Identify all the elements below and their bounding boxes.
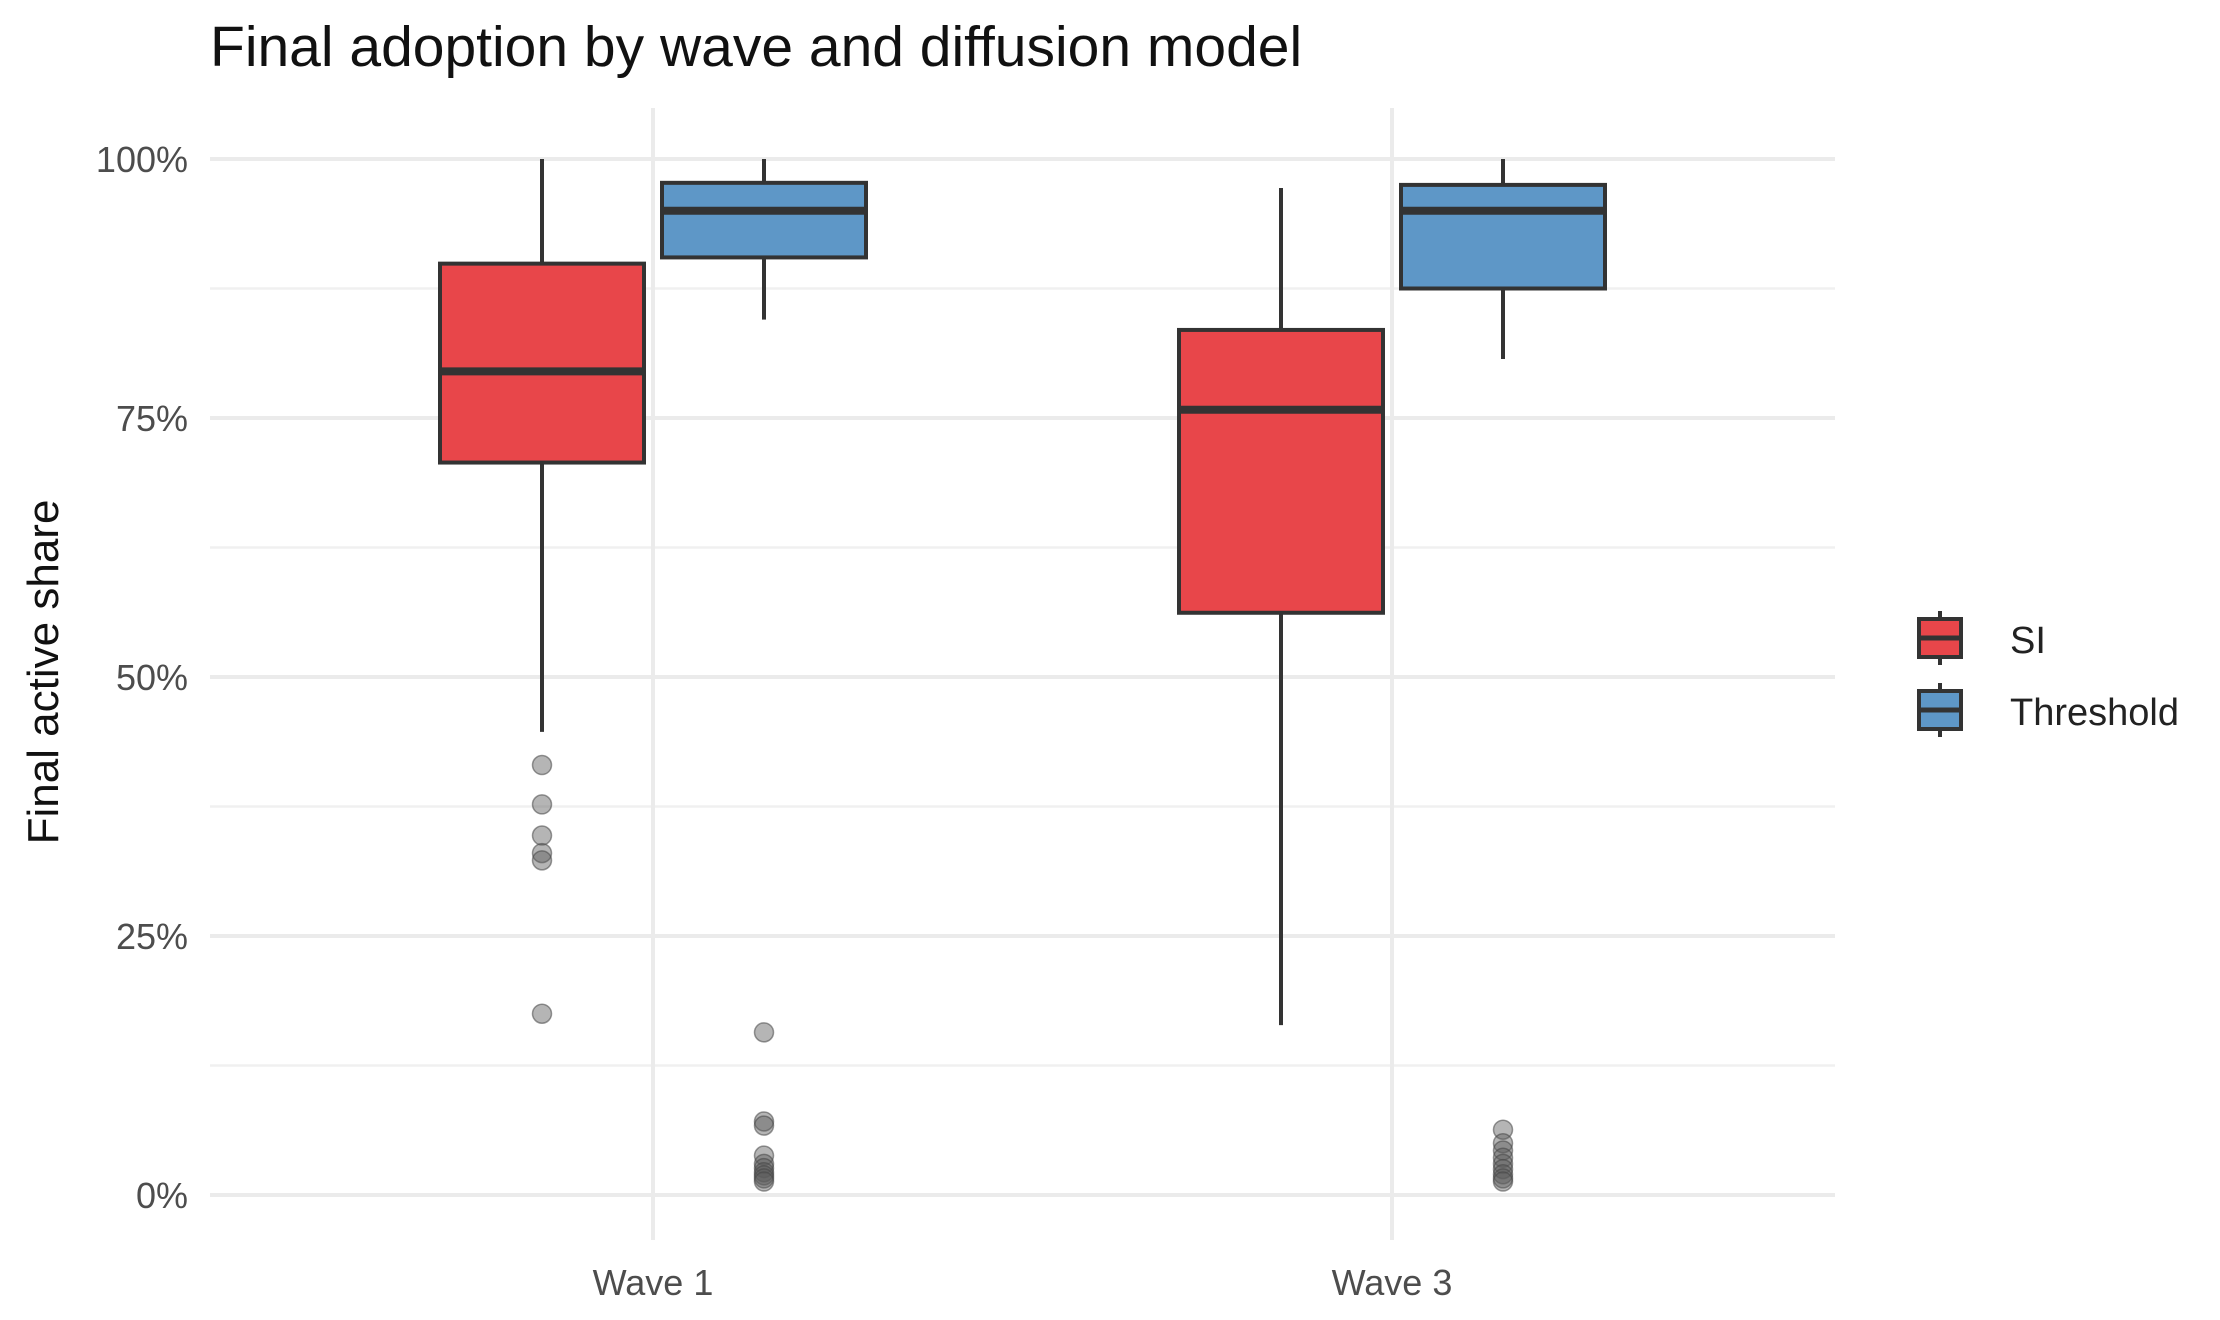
x-axis-ticks: Wave 1 Wave 3 bbox=[593, 1262, 1453, 1303]
box-threshold-wave-1 bbox=[660, 159, 868, 320]
box-si-wave-3 bbox=[1177, 188, 1385, 1026]
legend-key-si bbox=[1917, 611, 1963, 665]
y-tick-label: 50% bbox=[116, 657, 188, 698]
outlier-point bbox=[1492, 1153, 1514, 1175]
outlier-point bbox=[753, 1171, 775, 1192]
x-tick-label: Wave 3 bbox=[1332, 1262, 1453, 1303]
boxes-layer bbox=[438, 159, 1607, 1026]
box-body bbox=[1399, 182, 1607, 291]
outlier-point bbox=[1492, 1171, 1514, 1192]
legend-label-threshold: Threshold bbox=[2010, 692, 2179, 734]
legend-key-threshold bbox=[1917, 683, 1963, 737]
box-threshold-wave-3 bbox=[1399, 159, 1607, 359]
outlier-point bbox=[753, 1022, 775, 1043]
y-tick-label: 25% bbox=[116, 916, 188, 957]
y-tick-label: 75% bbox=[116, 398, 188, 439]
y-axis-ticks: 0% 25% 50% 75% 100% bbox=[96, 139, 188, 1216]
legend-label-si: SI bbox=[2010, 620, 2046, 662]
legend-item-si: SI bbox=[1910, 608, 2210, 680]
outliers-layer bbox=[531, 754, 1514, 1192]
outlier-point bbox=[1492, 1132, 1514, 1154]
outlier-point bbox=[531, 842, 553, 864]
box-body bbox=[660, 180, 868, 260]
legend-item-threshold: Threshold bbox=[1910, 680, 2210, 752]
outlier-point bbox=[753, 1115, 775, 1136]
box-si-wave-1 bbox=[438, 159, 646, 732]
y-axis-label: Final active share bbox=[19, 500, 68, 845]
chart-title: Final adoption by wave and diffusion mod… bbox=[210, 15, 1303, 79]
outlier-point bbox=[531, 1003, 553, 1024]
y-tick-label: 0% bbox=[136, 1175, 188, 1216]
box-body bbox=[438, 261, 646, 465]
y-tick-label: 100% bbox=[96, 139, 188, 180]
box-body bbox=[1177, 327, 1385, 615]
outlier-point bbox=[531, 825, 553, 846]
x-tick-label: Wave 1 bbox=[593, 1262, 714, 1303]
outlier-point bbox=[531, 850, 553, 871]
legend: SI Threshold bbox=[1910, 608, 2210, 752]
outlier-point bbox=[1492, 1147, 1514, 1168]
outlier-point bbox=[531, 794, 553, 815]
outlier-point bbox=[531, 754, 553, 776]
